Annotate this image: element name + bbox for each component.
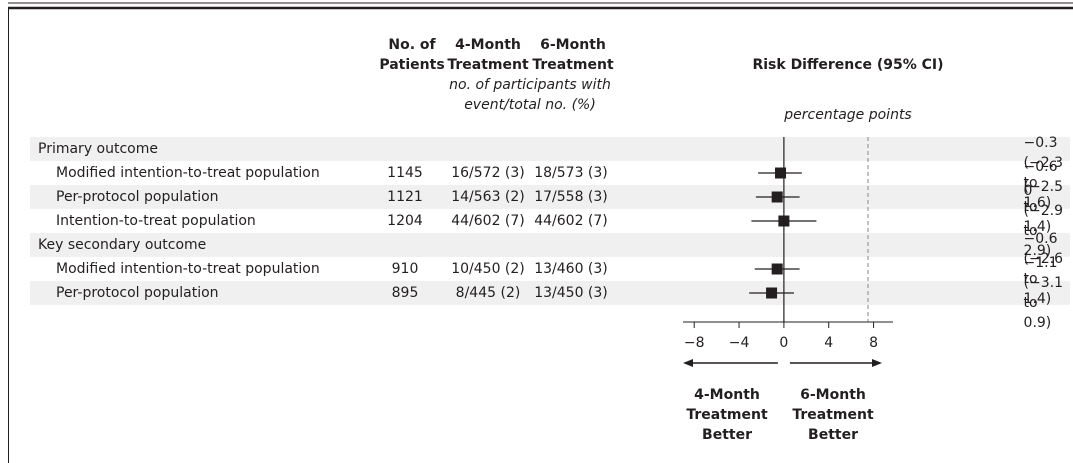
ci-label: −0.6 (−2.6 to 1.4) [1023, 231, 1064, 307]
row-label: Modified intention-to-treat population [56, 165, 320, 181]
patients: 1121 [387, 189, 423, 205]
six-month-events: 44/602 (7) [534, 213, 608, 229]
four-month-events: 16/572 (3) [451, 165, 525, 181]
point-estimate [775, 167, 787, 179]
row-label: Per-protocol population [56, 285, 219, 301]
left-arrow-head [683, 359, 693, 367]
six-month-events: 13/460 (3) [534, 261, 608, 277]
section-label: Primary outcome [38, 141, 158, 157]
point-estimate [771, 263, 783, 275]
four-month-events: 44/602 (7) [451, 213, 525, 229]
column-header: No. of Patients [379, 37, 445, 73]
six-month-events: 17/558 (3) [534, 189, 608, 205]
patients: 1204 [387, 213, 423, 229]
four-month-events: 14/563 (2) [451, 189, 525, 205]
x-tick-label: 0 [779, 335, 789, 351]
ci-label: −1.1 (−3.1 to 0.9) [1023, 255, 1064, 331]
ci-label: 0 (−2.9 to 2.9) [1023, 183, 1063, 259]
patients: 1145 [387, 165, 423, 181]
six-month-events: 13/450 (3) [534, 285, 608, 301]
row-label: Intention-to-treat population [56, 213, 256, 229]
ci-label: −0.6 (−2.5 to 1.4) [1023, 159, 1064, 235]
x-tick-label: −4 [728, 335, 750, 351]
x-tick-label: 4 [824, 335, 834, 351]
right-arrow-head [872, 359, 882, 367]
column-subheader: no. of participants with event/total no.… [449, 77, 611, 113]
six-month-events: 18/573 (3) [534, 165, 608, 181]
x-tick-label: 8 [869, 335, 879, 351]
direction-label: 4-Month Treatment Better [686, 387, 768, 443]
chart-title: Risk Difference (95% CI) [752, 57, 944, 73]
row-band [30, 185, 1070, 209]
patients: 910 [391, 261, 419, 277]
four-month-events: 10/450 (2) [451, 261, 525, 277]
column-header: 4-Month Treatment [447, 37, 529, 73]
column-header: 6-Month Treatment [532, 37, 614, 73]
patients: 895 [391, 285, 419, 301]
row-band [30, 281, 1070, 305]
row-band [30, 233, 1070, 257]
row-band [30, 137, 1070, 161]
point-estimate [771, 191, 783, 203]
x-axis-label: percentage points [784, 107, 912, 123]
ci-label: −0.3 (−2.3 to 1.6) [1023, 135, 1064, 211]
point-estimate [766, 287, 778, 299]
row-label: Modified intention-to-treat population [56, 261, 320, 277]
x-tick-label: −8 [683, 335, 705, 351]
row-label: Per-protocol population [56, 189, 219, 205]
four-month-events: 8/445 (2) [455, 285, 521, 301]
section-label: Key secondary outcome [38, 237, 207, 253]
direction-label: 6-Month Treatment Better [792, 387, 874, 443]
